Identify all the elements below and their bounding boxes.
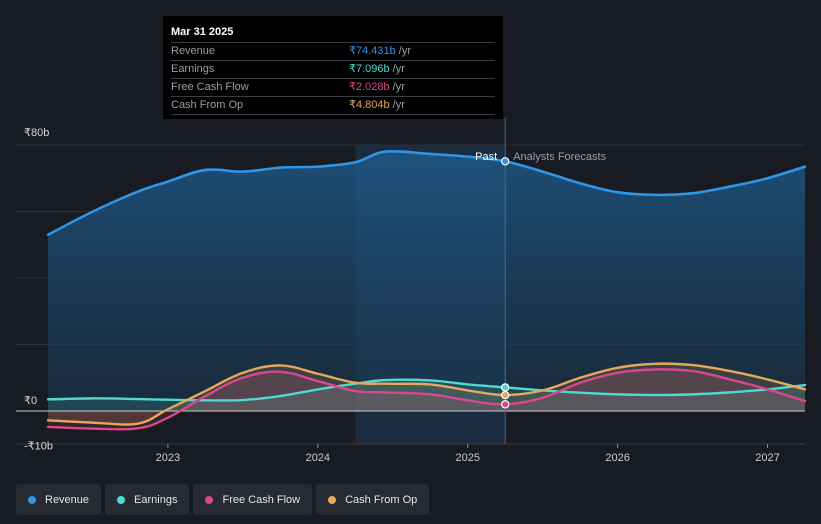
revenue-line xyxy=(46,149,807,237)
tooltip-row-value: ₹74.431b xyxy=(349,45,396,57)
x-tick-label: 2024 xyxy=(306,452,330,464)
x-tick-label: 2023 xyxy=(156,452,180,464)
legend-dot-icon xyxy=(117,495,126,504)
tooltip-row-cash-from-op: Cash From Op ₹4.804b /yr xyxy=(171,96,495,115)
legend-item-revenue[interactable]: Revenue xyxy=(16,484,102,515)
legend-item-cash-from-op[interactable]: Cash From Op xyxy=(316,484,430,515)
x-tick-label: 2027 xyxy=(755,452,779,464)
tooltip-markers xyxy=(500,157,510,409)
tooltip-date: Mar 31 2025 xyxy=(171,26,234,38)
tooltip-row-unit: /yr xyxy=(392,99,405,111)
past-label: Past xyxy=(475,151,497,163)
revenue-area xyxy=(48,151,805,411)
free-cash-flow-line xyxy=(46,368,807,431)
tooltip-row-value: ₹2.028b xyxy=(349,81,390,93)
legend-item-earnings[interactable]: Earnings xyxy=(105,484,190,515)
x-axis: 2023 2024 2025 2026 2027 xyxy=(156,444,780,464)
chart-legend: Revenue Earnings Free Cash Flow Cash Fro… xyxy=(16,484,433,515)
legend-label: Earnings xyxy=(134,493,178,506)
forecast-label: Analysts Forecasts xyxy=(513,151,606,163)
tooltip-row-label: Cash From Op xyxy=(171,99,244,111)
tooltip-row-value: ₹7.096b xyxy=(349,63,390,75)
revenue-marker xyxy=(500,157,510,166)
free-cash-flow-marker xyxy=(500,400,510,409)
x-tick-label: 2026 xyxy=(605,452,629,464)
tooltip-row-revenue: Revenue ₹74.431b /yr xyxy=(171,42,495,60)
legend-label: Free Cash Flow xyxy=(222,493,301,506)
y-axis-labels: ₹80b ₹0 -₹10b xyxy=(24,127,53,452)
free-cash-flow-area xyxy=(48,369,805,430)
tooltip-row-unit: /yr xyxy=(392,63,405,75)
tooltip-row-label: Earnings xyxy=(171,63,215,75)
y-tick-label: -₹10b xyxy=(24,440,53,452)
legend-dot-icon xyxy=(205,495,214,504)
legend-dot-icon xyxy=(328,495,337,504)
legend-label: Cash From Op xyxy=(345,493,418,506)
legend-dot-icon xyxy=(28,495,36,504)
y-tick-label: ₹0 xyxy=(24,395,37,407)
tooltip-row-free-cash-flow: Free Cash Flow ₹2.028b /yr xyxy=(171,78,495,96)
earnings-area xyxy=(48,379,805,411)
data-tooltip: Mar 31 2025 Revenue ₹74.431b /yr Earning… xyxy=(163,16,503,119)
tooltip-row-label: Free Cash Flow xyxy=(171,81,249,93)
legend-label: Revenue xyxy=(45,493,90,506)
tooltip-row-unit: /yr xyxy=(392,81,405,93)
tooltip-row-earnings: Earnings ₹7.096b /yr xyxy=(171,60,495,78)
cash-from-op-marker xyxy=(500,390,510,400)
legend-item-free-cash-flow[interactable]: Free Cash Flow xyxy=(193,484,313,515)
tooltip-row-value: ₹4.804b xyxy=(349,99,390,111)
y-tick-label: ₹80b xyxy=(24,127,49,139)
earnings-line xyxy=(46,378,807,402)
series-lines xyxy=(46,149,807,431)
tooltip-row-label: Revenue xyxy=(171,45,216,57)
cash-from-op-line xyxy=(46,362,807,426)
x-tick-label: 2025 xyxy=(455,452,479,464)
earnings-marker xyxy=(500,383,510,392)
financial-chart: ₹80b ₹0 -₹10b 2023 2024 2025 2026 2027 P… xyxy=(16,118,807,464)
tooltip-row-unit: /yr xyxy=(398,45,411,57)
